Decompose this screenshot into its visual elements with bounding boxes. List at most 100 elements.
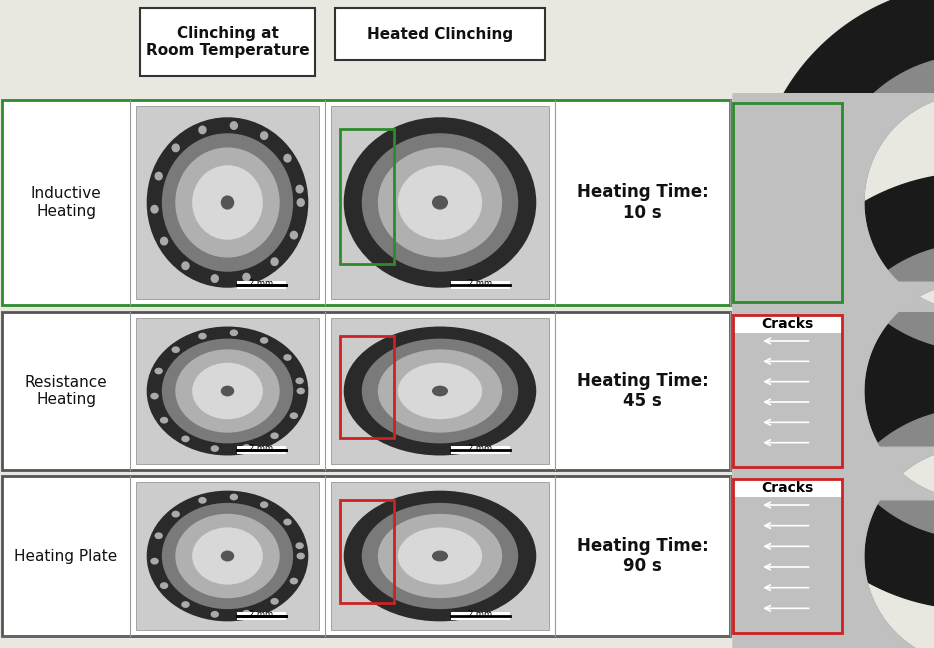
Ellipse shape: [210, 274, 219, 283]
Ellipse shape: [344, 327, 536, 456]
Bar: [451, 281, 510, 289]
Ellipse shape: [150, 558, 159, 564]
Bar: [2, 100, 730, 305]
Polygon shape: [733, 94, 934, 311]
Ellipse shape: [361, 133, 518, 272]
Text: Clinching at
Room Temperature: Clinching at Room Temperature: [146, 26, 309, 58]
Ellipse shape: [176, 148, 279, 257]
Ellipse shape: [344, 491, 536, 621]
Ellipse shape: [295, 542, 304, 549]
Ellipse shape: [198, 126, 206, 134]
Bar: [733, 315, 842, 333]
Bar: [136, 106, 319, 299]
Ellipse shape: [162, 339, 293, 443]
Ellipse shape: [230, 494, 238, 500]
Ellipse shape: [154, 367, 163, 375]
Ellipse shape: [220, 196, 234, 209]
Polygon shape: [755, 338, 934, 648]
Ellipse shape: [192, 165, 262, 240]
Text: 2 mm: 2 mm: [249, 610, 274, 619]
Bar: [733, 479, 842, 633]
Bar: [136, 482, 319, 630]
Ellipse shape: [260, 131, 268, 140]
Polygon shape: [826, 56, 934, 349]
Ellipse shape: [290, 231, 298, 240]
Bar: [340, 129, 394, 264]
Text: 2 mm: 2 mm: [468, 610, 492, 619]
Ellipse shape: [172, 143, 180, 152]
Ellipse shape: [220, 386, 234, 397]
Text: Resistance
Heating: Resistance Heating: [24, 375, 107, 407]
Ellipse shape: [176, 349, 279, 433]
Ellipse shape: [230, 121, 238, 130]
Ellipse shape: [295, 378, 304, 384]
Bar: [733, 479, 842, 633]
Ellipse shape: [210, 611, 219, 618]
Bar: [136, 318, 319, 464]
Ellipse shape: [147, 491, 308, 621]
Ellipse shape: [160, 417, 168, 424]
Bar: [236, 281, 286, 289]
Ellipse shape: [378, 349, 502, 433]
Ellipse shape: [181, 261, 190, 270]
Ellipse shape: [378, 514, 502, 598]
Ellipse shape: [160, 582, 168, 589]
Ellipse shape: [210, 445, 219, 452]
Ellipse shape: [340, 324, 540, 458]
Text: 2 mm: 2 mm: [468, 279, 492, 288]
Text: Heating Time:
90 s: Heating Time: 90 s: [576, 537, 708, 575]
Ellipse shape: [172, 346, 180, 353]
Ellipse shape: [260, 502, 268, 508]
Bar: [140, 8, 315, 76]
Ellipse shape: [176, 514, 279, 598]
Ellipse shape: [143, 113, 312, 292]
Ellipse shape: [361, 339, 518, 443]
Ellipse shape: [220, 551, 234, 561]
Ellipse shape: [181, 435, 190, 442]
Ellipse shape: [181, 601, 190, 608]
Bar: [331, 106, 549, 299]
Bar: [335, 8, 545, 60]
Ellipse shape: [162, 133, 293, 272]
Ellipse shape: [147, 327, 308, 456]
Ellipse shape: [143, 324, 312, 458]
Text: 2 mm: 2 mm: [468, 444, 492, 453]
Bar: [236, 446, 286, 454]
Ellipse shape: [154, 172, 163, 181]
Text: Heating Time:
10 s: Heating Time: 10 s: [576, 183, 708, 222]
Ellipse shape: [154, 533, 163, 539]
Polygon shape: [755, 174, 934, 608]
Ellipse shape: [270, 257, 278, 266]
Ellipse shape: [398, 527, 482, 584]
Ellipse shape: [290, 577, 298, 584]
Bar: [733, 479, 842, 497]
Bar: [331, 482, 549, 630]
Ellipse shape: [296, 198, 304, 207]
Text: Cracks: Cracks: [761, 481, 814, 495]
Bar: [340, 336, 394, 437]
Ellipse shape: [283, 354, 291, 361]
Ellipse shape: [344, 117, 536, 288]
Ellipse shape: [340, 488, 540, 624]
Ellipse shape: [198, 332, 206, 340]
Ellipse shape: [242, 444, 250, 451]
Ellipse shape: [432, 386, 448, 397]
Bar: [2, 476, 730, 636]
Polygon shape: [755, 0, 934, 420]
Ellipse shape: [290, 412, 298, 419]
Ellipse shape: [398, 363, 482, 419]
Ellipse shape: [340, 113, 540, 292]
Ellipse shape: [172, 511, 180, 518]
Ellipse shape: [432, 551, 448, 561]
Ellipse shape: [270, 432, 278, 439]
Ellipse shape: [230, 329, 238, 336]
Bar: [733, 103, 842, 302]
Ellipse shape: [160, 237, 168, 246]
Bar: [733, 315, 842, 467]
Text: Heating Time:
45 s: Heating Time: 45 s: [576, 371, 708, 410]
Ellipse shape: [432, 196, 448, 209]
Ellipse shape: [150, 393, 159, 399]
Bar: [733, 315, 842, 467]
Text: Inductive
Heating: Inductive Heating: [31, 187, 102, 219]
Ellipse shape: [295, 185, 304, 194]
